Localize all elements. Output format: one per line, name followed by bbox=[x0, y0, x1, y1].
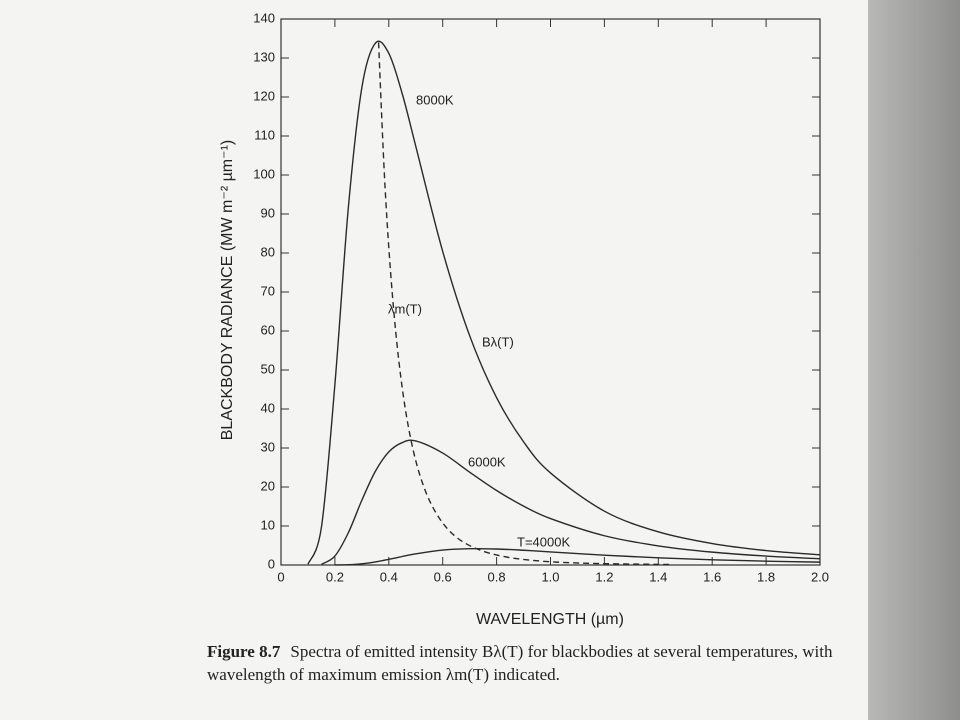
x-tick-label: 1.4 bbox=[649, 569, 667, 584]
series-label: 8000K bbox=[416, 92, 454, 107]
x-tick-label: 0.4 bbox=[380, 569, 398, 584]
x-tick-label: 0.8 bbox=[488, 569, 506, 584]
x-tick-label: 0 bbox=[277, 569, 284, 584]
y-tick-label: 0 bbox=[268, 556, 275, 571]
y-tick-label: 40 bbox=[261, 400, 275, 415]
series-line bbox=[321, 439, 821, 565]
annotation: Bλ(T) bbox=[482, 334, 514, 349]
page-edge bbox=[868, 0, 960, 720]
series-label: 6000K bbox=[468, 454, 506, 469]
y-tick-label: 30 bbox=[261, 439, 275, 454]
x-axis-title: WAVELENGTH (µm) bbox=[476, 611, 624, 628]
y-tick-label: 130 bbox=[253, 49, 275, 64]
series-line bbox=[377, 42, 672, 566]
series-line bbox=[307, 40, 821, 565]
y-tick-label: 120 bbox=[253, 88, 275, 103]
y-tick-label: 100 bbox=[253, 166, 275, 181]
y-tick-label: 20 bbox=[261, 478, 275, 493]
y-tick-label: 60 bbox=[261, 322, 275, 337]
y-tick-label: 90 bbox=[261, 205, 275, 220]
y-tick-label: 50 bbox=[261, 361, 275, 376]
y-axis-title: BLACKBODY RADIANCE (MW m⁻² µm⁻¹) bbox=[219, 140, 236, 441]
series-label: T=4000K bbox=[517, 534, 570, 549]
x-tick-label: 1.0 bbox=[541, 569, 559, 584]
y-tick-label: 80 bbox=[261, 244, 275, 259]
caption-text: Spectra of emitted intensity Bλ(T) for b… bbox=[207, 642, 833, 684]
plot-frame bbox=[280, 18, 821, 566]
y-tick-label: 10 bbox=[261, 517, 275, 532]
x-tick-label: 2.0 bbox=[811, 569, 829, 584]
y-tick-label: 140 bbox=[253, 10, 275, 25]
caption-label: Figure 8.7 bbox=[207, 642, 281, 661]
x-tick-label: 1.6 bbox=[703, 569, 721, 584]
series-line bbox=[334, 547, 821, 566]
caption: Figure 8.7 Spectra of emitted intensity B… bbox=[207, 640, 872, 686]
x-tick-label: 0.2 bbox=[326, 569, 344, 584]
y-tick-label: 70 bbox=[261, 283, 275, 298]
x-tick-label: 1.2 bbox=[595, 569, 613, 584]
series-label: λm(T) bbox=[388, 301, 422, 316]
x-tick-label: 0.6 bbox=[434, 569, 452, 584]
y-tick-label: 110 bbox=[254, 127, 275, 142]
x-tick-label: 1.8 bbox=[757, 569, 775, 584]
